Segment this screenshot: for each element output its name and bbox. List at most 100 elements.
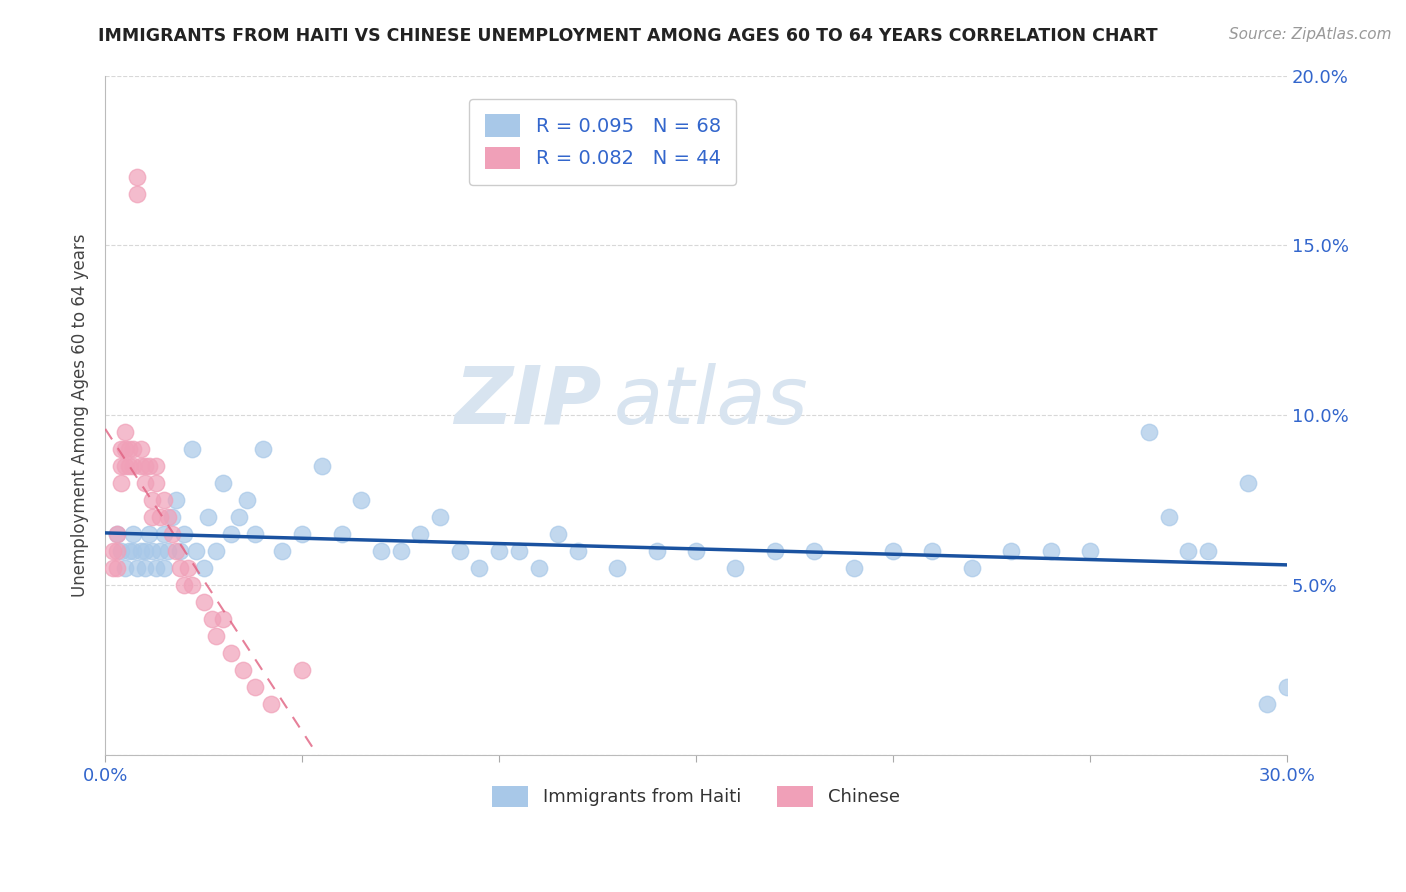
Point	[219, 646, 242, 660]
Point	[177, 561, 200, 575]
Point	[153, 493, 176, 508]
Point	[145, 476, 167, 491]
Point	[114, 425, 136, 440]
Point	[193, 561, 215, 575]
Point	[1256, 697, 1278, 711]
Point	[260, 697, 283, 711]
Point	[724, 561, 747, 575]
Point	[149, 510, 172, 524]
Point	[212, 612, 235, 626]
Point	[468, 561, 491, 575]
Point	[114, 561, 136, 575]
Point	[882, 544, 904, 558]
Point	[212, 476, 235, 491]
Point	[370, 544, 392, 558]
Point	[243, 527, 266, 541]
Point	[145, 459, 167, 474]
Point	[105, 544, 128, 558]
Point	[145, 561, 167, 575]
Point	[1039, 544, 1062, 558]
Point	[232, 663, 254, 677]
Point	[173, 578, 195, 592]
Point	[429, 510, 451, 524]
Point	[1275, 680, 1298, 694]
Point	[165, 544, 187, 558]
Point	[118, 544, 141, 558]
Point	[1000, 544, 1022, 558]
Point	[110, 459, 132, 474]
Point	[921, 544, 943, 558]
Point	[110, 544, 132, 558]
Point	[121, 527, 143, 541]
Point	[134, 544, 156, 558]
Point	[169, 561, 191, 575]
Point	[271, 544, 294, 558]
Point	[389, 544, 412, 558]
Point	[236, 493, 259, 508]
Point	[157, 544, 180, 558]
Point	[125, 170, 148, 185]
Point	[204, 629, 226, 643]
Point	[567, 544, 589, 558]
Point	[121, 544, 143, 558]
Point	[121, 442, 143, 457]
Point	[1197, 544, 1219, 558]
Point	[291, 663, 314, 677]
Point	[330, 527, 353, 541]
Point	[138, 459, 160, 474]
Point	[141, 544, 163, 558]
Point	[180, 442, 202, 457]
Point	[129, 544, 152, 558]
Point	[960, 561, 983, 575]
Point	[110, 476, 132, 491]
Point	[311, 459, 333, 474]
Point	[842, 561, 865, 575]
Point	[129, 442, 152, 457]
Point	[118, 459, 141, 474]
Point	[105, 561, 128, 575]
Point	[110, 442, 132, 457]
Point	[101, 561, 124, 575]
Point	[165, 493, 187, 508]
Point	[350, 493, 373, 508]
Point	[160, 510, 183, 524]
Point	[173, 527, 195, 541]
Point	[1078, 544, 1101, 558]
Point	[105, 527, 128, 541]
Point	[157, 510, 180, 524]
Point	[449, 544, 471, 558]
Point	[129, 459, 152, 474]
Point	[101, 544, 124, 558]
Point	[153, 561, 176, 575]
Point	[118, 442, 141, 457]
Point	[228, 510, 250, 524]
Point	[121, 459, 143, 474]
Point	[193, 595, 215, 609]
Point	[409, 527, 432, 541]
Point	[219, 527, 242, 541]
Y-axis label: Unemployment Among Ages 60 to 64 years: Unemployment Among Ages 60 to 64 years	[72, 234, 89, 597]
Point	[1236, 476, 1258, 491]
Point	[125, 561, 148, 575]
Point	[105, 527, 128, 541]
Point	[763, 544, 786, 558]
Point	[508, 544, 530, 558]
Point	[803, 544, 825, 558]
Point	[1157, 510, 1180, 524]
Point	[1137, 425, 1160, 440]
Point	[114, 442, 136, 457]
Point	[180, 578, 202, 592]
Point	[134, 561, 156, 575]
Text: ZIP: ZIP	[454, 363, 602, 441]
Legend: Immigrants from Haiti, Chinese: Immigrants from Haiti, Chinese	[485, 779, 907, 814]
Point	[204, 544, 226, 558]
Text: atlas: atlas	[613, 363, 808, 441]
Point	[243, 680, 266, 694]
Point	[169, 544, 191, 558]
Point	[153, 527, 176, 541]
Point	[547, 527, 569, 541]
Point	[125, 187, 148, 202]
Text: IMMIGRANTS FROM HAITI VS CHINESE UNEMPLOYMENT AMONG AGES 60 TO 64 YEARS CORRELAT: IMMIGRANTS FROM HAITI VS CHINESE UNEMPLO…	[98, 27, 1159, 45]
Point	[114, 459, 136, 474]
Point	[1177, 544, 1199, 558]
